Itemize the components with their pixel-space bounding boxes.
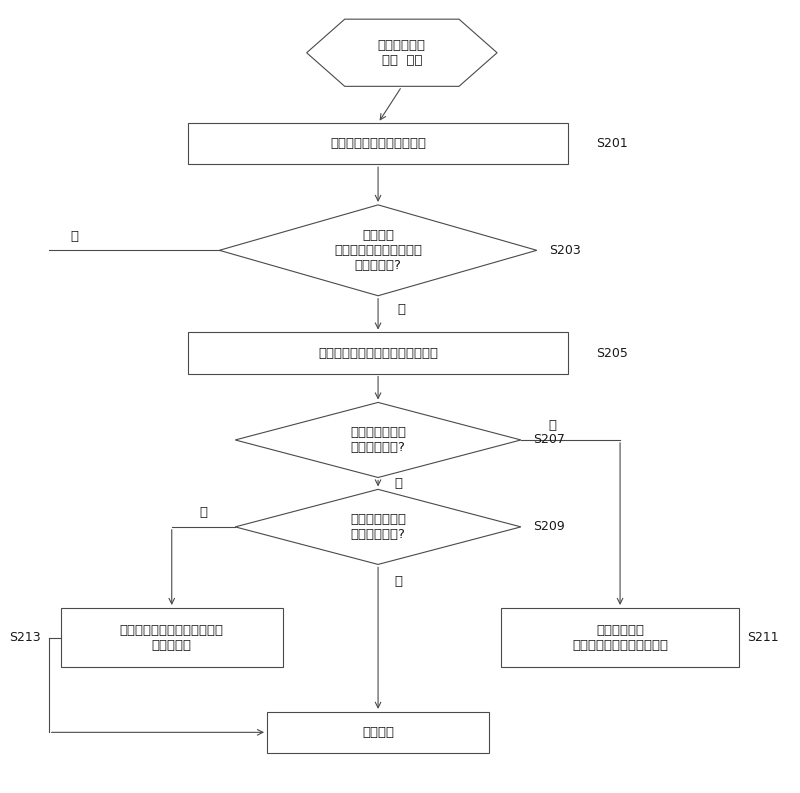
Text: 是: 是	[549, 419, 557, 432]
Polygon shape	[235, 402, 521, 477]
Text: 是: 是	[398, 304, 406, 316]
Polygon shape	[235, 489, 521, 565]
Polygon shape	[306, 19, 497, 86]
Bar	[61, 608, 283, 667]
Text: S213: S213	[9, 631, 41, 644]
Text: 输出停止减小偏移角度值相应
的动作指令: 输出停止减小偏移角度值相应 的动作指令	[120, 623, 224, 652]
Text: S201: S201	[596, 137, 628, 150]
Text: 是: 是	[199, 506, 207, 519]
Text: 将倾角检测信号转换为偏移角度值: 将倾角检测信号转换为偏移角度值	[318, 347, 438, 359]
Text: S207: S207	[533, 434, 565, 446]
Text: 否: 否	[394, 477, 402, 490]
Bar	[267, 712, 489, 753]
Text: S211: S211	[747, 631, 778, 644]
Bar	[188, 123, 569, 164]
Text: S209: S209	[533, 520, 565, 534]
Text: 是否来自
于对起重机的横轴进行检
测后的信号?: 是否来自 于对起重机的横轴进行检 测后的信号?	[334, 229, 422, 272]
Text: 坡路行驶工况
模式  开始: 坡路行驶工况 模式 开始	[378, 39, 426, 67]
Text: 接收起重机的倾角检测信号: 接收起重机的倾角检测信号	[330, 137, 426, 150]
Text: S205: S205	[596, 347, 628, 359]
Text: 否: 否	[70, 230, 78, 243]
Text: 偏移角度值是否
小于最小阈值?: 偏移角度值是否 小于最小阈值?	[350, 513, 406, 541]
Text: 偏移角度值是否
大于最大阈值?: 偏移角度值是否 大于最大阈值?	[350, 426, 406, 454]
Text: S203: S203	[549, 243, 581, 257]
Text: 输出停止增大
偏移角度值相应的动作指令: 输出停止增大 偏移角度值相应的动作指令	[572, 623, 668, 652]
Text: 正常行驶: 正常行驶	[362, 726, 394, 739]
Bar	[501, 608, 739, 667]
Bar	[188, 332, 569, 374]
Text: 否: 否	[394, 575, 402, 588]
Polygon shape	[219, 205, 537, 296]
